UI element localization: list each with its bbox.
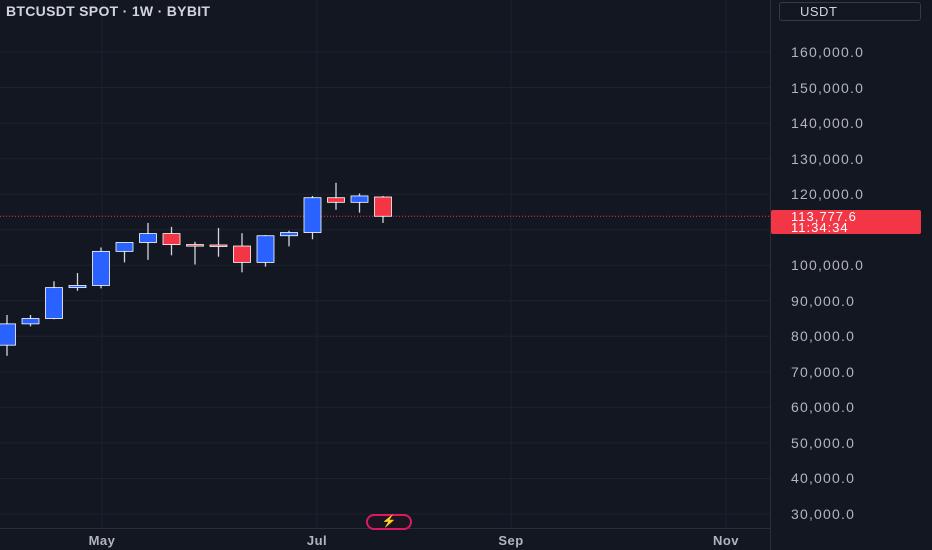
price-label: 80,000.0	[791, 328, 856, 345]
time-label: Sep	[498, 533, 524, 548]
price-label: 150,000.0	[791, 79, 865, 96]
candle-body	[256, 235, 275, 263]
price-label: 60,000.0	[791, 399, 856, 416]
candle-body	[92, 250, 110, 286]
lightning-icon: ⚡	[381, 514, 397, 528]
candle-body	[186, 244, 204, 247]
candle-body	[233, 245, 251, 263]
candle-body	[0, 323, 16, 346]
price-label: 140,000.0	[791, 115, 865, 132]
price-label: 70,000.0	[791, 363, 856, 380]
symbol-title[interactable]: BTCUSDT SPOT · 1W · BYBIT	[6, 3, 211, 19]
last-price-tag: 113,777.6 11:34:34	[771, 210, 921, 234]
candlestick-chart[interactable]	[0, 0, 770, 528]
time-label: Nov	[712, 533, 740, 548]
chart-pane[interactable]: BTCUSDT SPOT · 1W · BYBIT	[0, 0, 770, 528]
candle-body	[115, 242, 134, 252]
candle-body	[209, 244, 228, 247]
price-label: 100,000.0	[791, 257, 865, 274]
currency-button[interactable]: USDT	[779, 2, 921, 21]
price-label: 40,000.0	[791, 470, 856, 487]
price-label: 120,000.0	[791, 186, 865, 203]
candle-body	[350, 195, 369, 203]
price-label: 50,000.0	[791, 434, 856, 451]
candle-body	[327, 197, 345, 203]
price-label: 160,000.0	[791, 44, 865, 60]
time-axis[interactable]: May Jul Sep Nov	[0, 528, 770, 550]
price-label: 90,000.0	[791, 292, 856, 309]
candle-body	[280, 232, 298, 237]
candle-body	[374, 196, 392, 217]
candle-body	[162, 233, 181, 246]
bar-countdown: 11:34:34	[791, 220, 849, 235]
time-label: May	[88, 533, 116, 548]
candle-body	[45, 287, 63, 319]
candle-body	[139, 233, 157, 243]
time-label: Jul	[306, 533, 328, 548]
candle-body	[21, 318, 40, 325]
candle-body	[68, 285, 87, 289]
candle-body	[303, 197, 322, 233]
price-label: 130,000.0	[791, 150, 865, 167]
last-price-value: 113,777.6	[791, 209, 857, 224]
price-label: 30,000.0	[791, 506, 856, 522]
flash-button[interactable]: ⚡	[366, 514, 412, 530]
price-axis[interactable]: USDT 160,000.0 150,000.0 140,000.0 130,000.…	[770, 0, 932, 550]
